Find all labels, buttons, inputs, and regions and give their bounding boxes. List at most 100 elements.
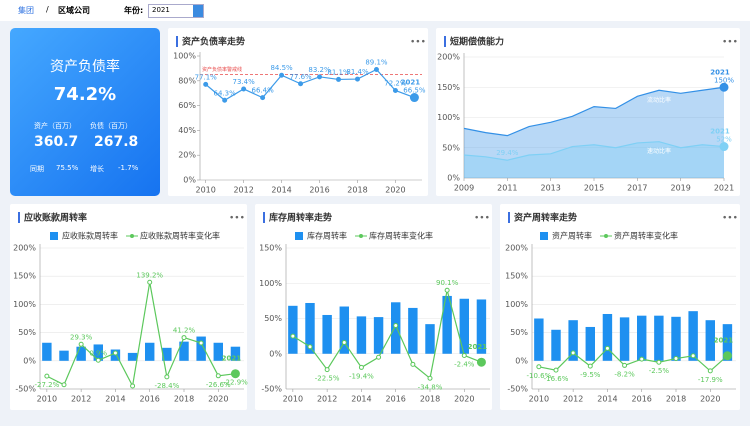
value-label: -2.4% — [454, 360, 475, 368]
y-tick-label: 60% — [178, 101, 196, 110]
point — [164, 374, 170, 380]
bar — [76, 346, 86, 361]
bar — [162, 347, 172, 361]
kpi-compare-label: 增长 — [90, 165, 104, 173]
point — [376, 354, 382, 360]
x-tick-label: 2017 — [627, 184, 647, 193]
value-label: 64.3% — [214, 89, 237, 97]
end-year-label: 2021 — [222, 355, 242, 363]
bar — [322, 314, 332, 354]
value-label: 81.1% — [327, 68, 350, 76]
chart-title: 短期偿债能力 — [450, 36, 504, 48]
value-label: -10.6% — [526, 372, 551, 380]
x-tick-label: 2018 — [666, 395, 686, 404]
x-tick-label: 2012 — [317, 395, 337, 404]
breadcrumb-sep: / — [46, 5, 49, 14]
bar — [127, 352, 138, 361]
point — [230, 369, 240, 379]
x-tick-label: 2016 — [309, 186, 329, 195]
x-tick-label: 2014 — [105, 395, 125, 404]
x-tick-label: 2016 — [386, 395, 406, 404]
y-tick-label: 50% — [264, 314, 282, 323]
point — [181, 335, 187, 341]
y-tick-label: 150% — [13, 272, 36, 281]
value-label: 77.6% — [289, 73, 312, 81]
line — [46, 282, 236, 388]
point — [241, 86, 247, 92]
point — [298, 81, 304, 87]
point — [317, 74, 323, 80]
value-label: -2.5% — [649, 367, 670, 375]
kpi-compare-label: 同期 — [30, 165, 44, 173]
point — [358, 364, 364, 370]
legend-label: 库存周转率 — [307, 231, 347, 241]
threshold-label: 资产负债率警戒线 — [202, 66, 242, 73]
value-label: -17.9% — [698, 376, 723, 384]
value-label: 89.1% — [365, 59, 388, 67]
value-label: 29.3% — [70, 333, 93, 341]
year-select[interactable]: 2021 — [148, 4, 204, 18]
bar — [551, 329, 561, 361]
legend-swatch — [540, 232, 548, 240]
legend-swatch — [130, 234, 134, 238]
x-tick-label: 2018 — [420, 395, 440, 404]
breadcrumb-link[interactable]: 集团 — [18, 6, 34, 15]
end-year-label: 2021 — [401, 79, 421, 87]
bar — [230, 346, 241, 361]
bar — [93, 344, 103, 361]
bar — [602, 313, 613, 361]
title-accent — [176, 36, 178, 47]
y-tick-label: 0% — [515, 356, 528, 365]
point — [203, 81, 209, 87]
more-menu[interactable]: ••• — [722, 214, 738, 224]
more-menu[interactable]: ••• — [229, 214, 245, 224]
more-menu[interactable]: ••• — [474, 214, 490, 224]
bar — [705, 320, 715, 361]
point — [444, 287, 450, 293]
value-label: 66.5% — [403, 87, 426, 95]
value-label: 81.4% — [346, 68, 369, 76]
point — [604, 345, 610, 351]
point — [78, 341, 84, 347]
more-menu[interactable]: ••• — [722, 38, 738, 48]
end-year-label: 2021 — [710, 128, 730, 136]
legend-label: 资产周转率变化率 — [614, 231, 678, 241]
value-label: -27.2% — [34, 381, 59, 389]
bar — [722, 324, 733, 361]
area-line — [463, 86, 725, 137]
value-label: 77.1% — [195, 73, 218, 81]
chart-title: 应收账款周转率 — [24, 212, 87, 224]
x-tick-label: 2010 — [283, 395, 303, 404]
value-label: 0.9% — [89, 349, 107, 357]
point — [290, 333, 296, 339]
y-tick-label: 100% — [259, 279, 282, 288]
point — [61, 382, 67, 388]
x-tick-label: 2010 — [37, 395, 57, 404]
bar — [459, 298, 469, 354]
x-tick-label: 2009 — [454, 184, 474, 193]
bar — [585, 326, 595, 361]
y-tick-label: 0% — [23, 356, 36, 365]
point — [639, 356, 645, 362]
bar — [637, 315, 647, 361]
value-label: -34.8% — [418, 383, 443, 391]
bar — [59, 350, 69, 361]
point — [587, 363, 593, 369]
bar — [425, 324, 435, 354]
x-tick-label: 2014 — [597, 395, 617, 404]
x-tick-label: 2020 — [454, 395, 474, 404]
legend-label: 资产周转率 — [552, 231, 592, 241]
point — [690, 353, 696, 359]
dropdown-button[interactable] — [193, 5, 203, 17]
kpi-item-label: 资产（百万） — [34, 122, 76, 130]
x-tick-label: 2013 — [540, 184, 560, 193]
legend-swatch — [50, 232, 58, 240]
kpi-item-value: 267.8 — [94, 134, 139, 150]
more-menu[interactable]: ••• — [410, 38, 426, 48]
kpi-value: 74.2% — [53, 84, 117, 105]
point — [553, 367, 559, 373]
point — [222, 97, 228, 103]
bar — [305, 302, 315, 354]
y-tick-label: 0% — [447, 174, 460, 183]
